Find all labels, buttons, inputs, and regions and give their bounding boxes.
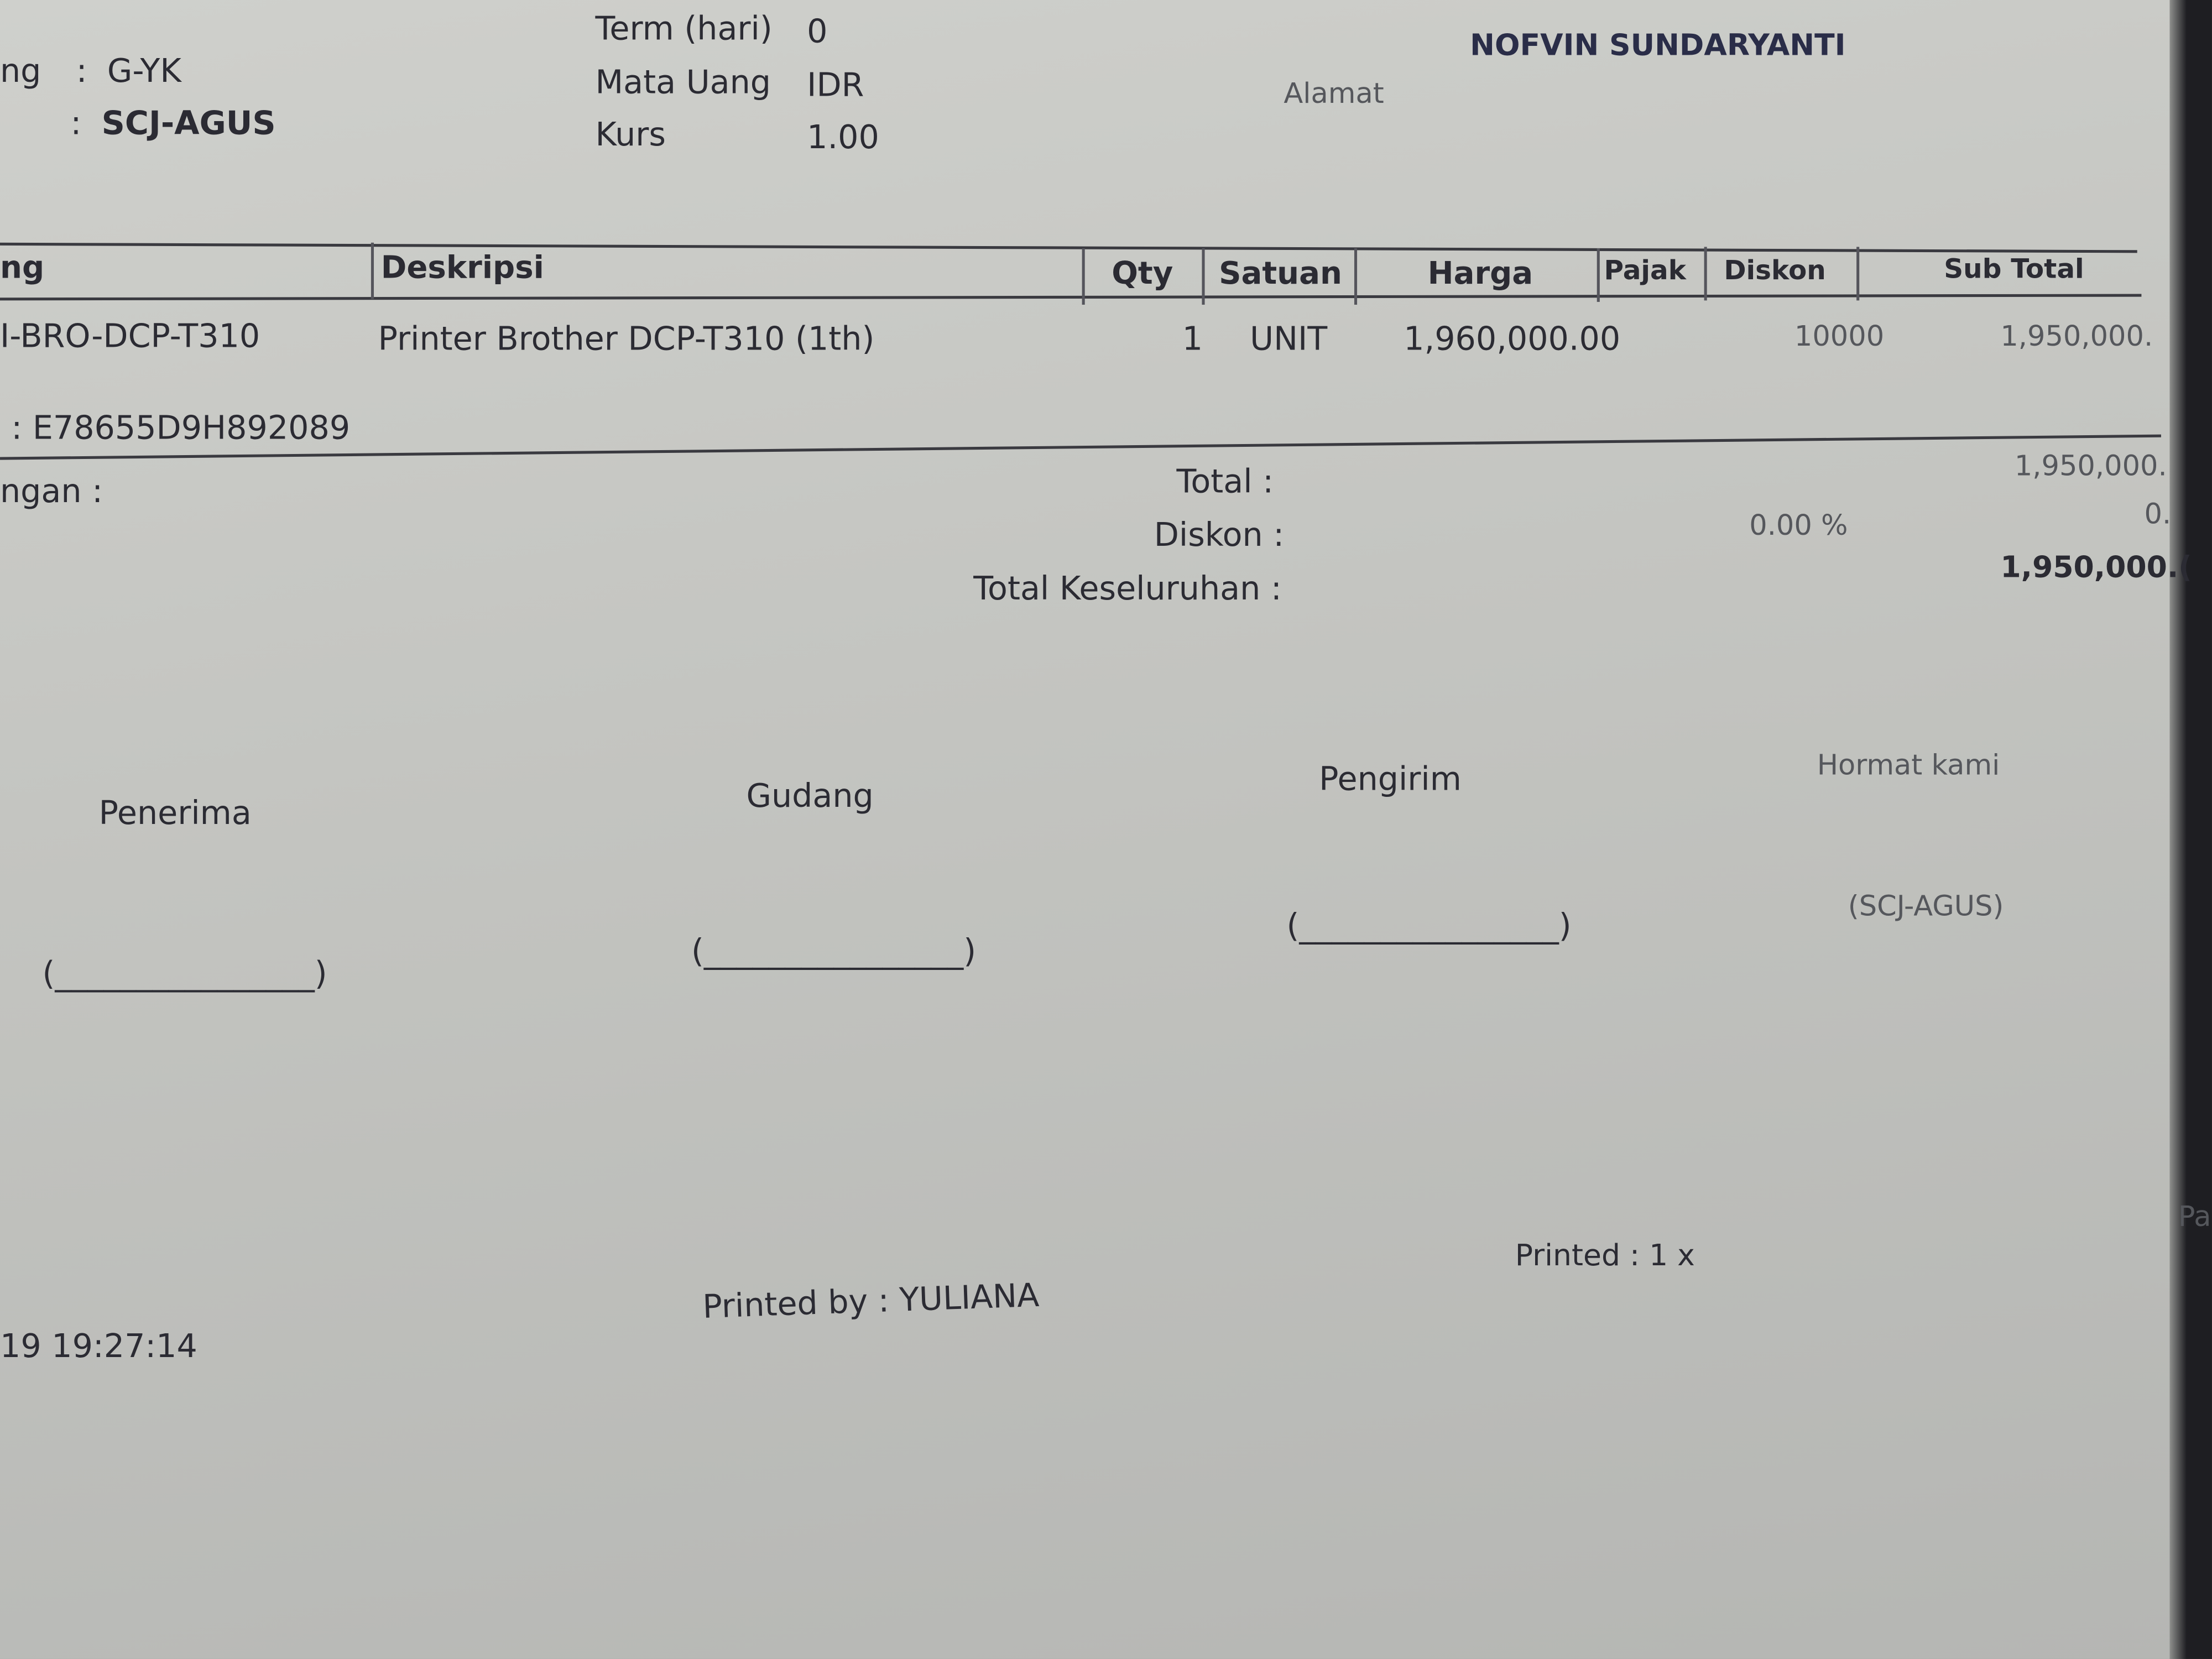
total-value: 1,950,000. xyxy=(2014,448,2167,483)
serial-number: : E78655D9H892089 xyxy=(11,410,351,447)
col-header-code: ng xyxy=(0,251,45,286)
term-value: 0 xyxy=(807,14,828,51)
warehouse-value: G-YK xyxy=(107,53,181,91)
sales-value: SCJ-AGUS xyxy=(101,106,276,143)
col-divider xyxy=(1354,248,1357,305)
item-unit: UNIT xyxy=(1250,321,1328,358)
col-header-qty: Qty xyxy=(1112,257,1173,293)
signature-pengirim-line: (________________) xyxy=(1286,908,1572,946)
signature-pengirim-label: Pengirim xyxy=(1319,761,1462,799)
col-header-harga: Harga xyxy=(1427,257,1533,293)
col-divider xyxy=(371,242,373,299)
table-header-bottom-border xyxy=(0,294,2142,301)
page-label: Pa xyxy=(2178,1199,2211,1233)
total-label: Total : xyxy=(1176,464,1274,501)
rate-label: Kurs xyxy=(595,117,666,154)
item-subtotal: 1,950,000. xyxy=(2000,319,2153,353)
print-timestamp: 19 19:27:14 xyxy=(0,1329,197,1366)
item-qty: 1 xyxy=(1182,321,1203,358)
col-header-pajak: Pajak xyxy=(1604,255,1687,286)
grand-total-value: 1,950,000.( xyxy=(2000,550,2192,585)
sales-colon: : xyxy=(70,106,82,143)
signature-gudang-line: (________________) xyxy=(691,933,977,971)
signature-penerima-label: Penerima xyxy=(98,795,252,833)
warehouse-label: ng xyxy=(0,53,41,91)
col-header-satuan: Satuan xyxy=(1219,257,1342,293)
table-top-border xyxy=(0,242,2137,253)
printed-by: Printed by : YULIANA xyxy=(702,1277,1040,1327)
signature-penerima-line: (________________) xyxy=(42,956,327,993)
col-divider xyxy=(1082,248,1084,305)
col-divider xyxy=(1856,247,1859,301)
col-header-diskon: Diskon xyxy=(1724,255,1826,286)
discount-value: 0. xyxy=(2144,496,2172,531)
col-divider xyxy=(1597,248,1599,302)
printed-count: Printed : 1 x xyxy=(1515,1238,1695,1273)
paper-edge-shadow xyxy=(2169,0,2212,1659)
col-divider xyxy=(1202,248,1204,305)
col-header-deskripsi: Deskripsi xyxy=(380,251,544,286)
currency-label: Mata Uang xyxy=(595,65,771,102)
warehouse-colon: : xyxy=(76,53,87,91)
col-divider xyxy=(1704,247,1707,301)
alamat-label: Alamat xyxy=(1284,76,1384,110)
item-description: Printer Brother DCP-T310 (1th) xyxy=(378,321,875,358)
item-discount: 10000 xyxy=(1794,319,1885,353)
signature-hormat-name: (SCJ-AGUS) xyxy=(1848,889,2004,923)
item-code: I-BRO-DCP-T310 xyxy=(0,319,260,356)
grand-total-label: Total Keseluruhan : xyxy=(973,571,1282,608)
currency-value: IDR xyxy=(807,67,864,105)
signature-gudang-label: Gudang xyxy=(746,779,874,816)
discount-label: Diskon : xyxy=(1154,518,1285,555)
signature-hormat-label: Hormat kami xyxy=(1817,748,2000,782)
item-price: 1,960,000.00 xyxy=(1404,321,1621,358)
term-label: Term (hari) xyxy=(595,11,773,48)
rate-value: 1.00 xyxy=(807,119,879,157)
col-header-subtotal: Sub Total xyxy=(1944,254,2084,285)
discount-percent: 0.00 % xyxy=(1749,508,1848,542)
customer-name: NOFVIN SUNDARYANTI xyxy=(1470,28,1846,62)
note-label: ngan : xyxy=(0,474,103,511)
